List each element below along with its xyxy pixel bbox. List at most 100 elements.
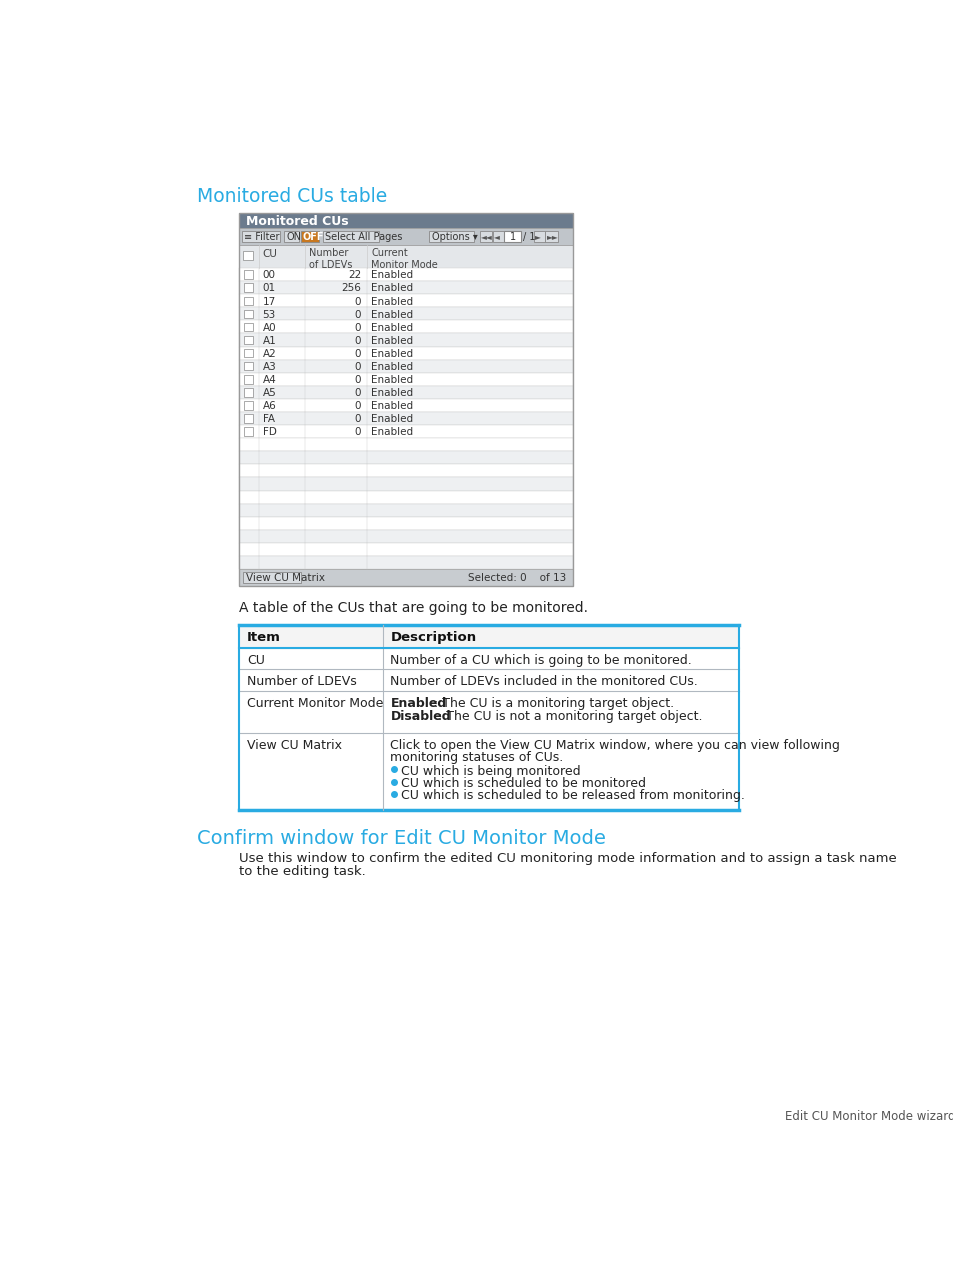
Text: Number of LDEVs: Number of LDEVs (247, 675, 356, 689)
Bar (534, 231, 544, 241)
Bar (244, 362, 253, 370)
Text: Enabled: Enabled (371, 402, 413, 412)
Text: 0: 0 (355, 348, 360, 358)
Text: Enabled: Enabled (390, 697, 446, 710)
Text: Enabled: Enabled (371, 323, 413, 333)
Text: 1: 1 (509, 231, 516, 241)
Bar (244, 271, 253, 278)
Text: OFF: OFF (303, 231, 324, 241)
Text: 0: 0 (355, 323, 360, 333)
Text: Edit CU Monitor Mode wizard    163: Edit CU Monitor Mode wizard 163 (784, 1110, 953, 1122)
Text: Select All Pages: Select All Pages (325, 231, 402, 241)
Bar (244, 427, 253, 436)
Bar (239, 228, 572, 245)
Text: Options ▾: Options ▾ (431, 231, 476, 241)
Bar (239, 425, 572, 438)
Bar (239, 624, 739, 648)
Bar (239, 503, 572, 517)
Bar (239, 281, 572, 294)
Text: 00: 00 (262, 271, 275, 281)
Bar (244, 336, 253, 344)
Text: Enabled: Enabled (371, 271, 413, 281)
Text: 0: 0 (355, 402, 360, 412)
Bar (545, 231, 558, 241)
Bar (239, 268, 572, 281)
Text: ►►: ►► (546, 231, 558, 240)
Text: 01: 01 (262, 283, 275, 294)
Text: 22: 22 (348, 271, 360, 281)
Bar (239, 320, 572, 333)
Bar (239, 372, 572, 386)
Text: Confirm window for Edit CU Monitor Mode: Confirm window for Edit CU Monitor Mode (196, 830, 605, 848)
Text: Monitored CUs table: Monitored CUs table (196, 187, 387, 206)
Bar (239, 386, 572, 399)
Text: Enabled: Enabled (371, 336, 413, 346)
Bar (239, 294, 572, 308)
Bar (242, 231, 279, 241)
Text: Enabled: Enabled (371, 362, 413, 372)
Text: 0: 0 (355, 388, 360, 398)
Bar (239, 555, 572, 569)
Bar (244, 323, 253, 332)
Text: / 1: / 1 (522, 231, 535, 241)
Text: A1: A1 (262, 336, 276, 346)
Text: 0: 0 (355, 362, 360, 372)
Text: Item: Item (247, 630, 281, 643)
Text: View CU Matrix: View CU Matrix (247, 740, 342, 752)
Bar (239, 333, 572, 347)
Text: 0: 0 (355, 310, 360, 319)
Bar (239, 690, 739, 733)
Text: 0: 0 (355, 427, 360, 437)
Text: A4: A4 (262, 375, 276, 385)
Text: A0: A0 (262, 323, 276, 333)
Text: CU which is scheduled to be monitored: CU which is scheduled to be monitored (401, 777, 646, 791)
Bar (239, 543, 572, 555)
Bar (239, 451, 572, 464)
Bar (244, 348, 253, 357)
Text: ◄◄: ◄◄ (480, 231, 493, 240)
Bar (244, 310, 253, 318)
Bar (323, 231, 378, 241)
Text: Number of a CU which is going to be monitored.: Number of a CU which is going to be moni… (390, 653, 692, 667)
Bar (244, 296, 253, 305)
Text: View CU Matrix: View CU Matrix (245, 573, 324, 583)
Text: CU which is being monitored: CU which is being monitored (401, 765, 580, 778)
Text: CU which is scheduled to be released from monitoring.: CU which is scheduled to be released fro… (401, 789, 744, 802)
Text: ◄: ◄ (494, 231, 499, 240)
Text: 53: 53 (262, 310, 275, 319)
Bar (239, 478, 572, 491)
Text: A table of the CUs that are going to be monitored.: A table of the CUs that are going to be … (239, 601, 588, 615)
Text: A3: A3 (262, 362, 276, 372)
Bar (504, 231, 521, 241)
Bar (244, 402, 253, 409)
Text: : The CU is a monitoring target object.: : The CU is a monitoring target object. (434, 697, 674, 710)
Text: Monitored CUs: Monitored CUs (245, 215, 348, 228)
Text: Click to open the View CU Matrix window, where you can view following: Click to open the View CU Matrix window,… (390, 740, 840, 752)
Text: to the editing task.: to the editing task. (239, 864, 366, 878)
Bar (239, 491, 572, 503)
Text: : The CU is not a monitoring target object.: : The CU is not a monitoring target obje… (437, 710, 701, 723)
Text: A5: A5 (262, 388, 276, 398)
Text: 256: 256 (341, 283, 360, 294)
Text: 0: 0 (355, 336, 360, 346)
Bar (239, 438, 572, 451)
Text: 17: 17 (262, 296, 275, 306)
Bar (244, 414, 253, 423)
Text: Enabled: Enabled (371, 414, 413, 425)
Bar (283, 231, 298, 241)
Bar (493, 231, 503, 241)
Bar (244, 388, 253, 397)
Text: FA: FA (262, 414, 274, 425)
Text: Current Monitor Mode: Current Monitor Mode (247, 697, 383, 710)
Bar (243, 572, 301, 583)
Bar (239, 517, 572, 530)
Bar (239, 308, 572, 320)
Text: FD: FD (262, 427, 276, 437)
Bar (239, 530, 572, 543)
Text: Current
Monitor Mode: Current Monitor Mode (371, 248, 437, 269)
Text: CU: CU (247, 653, 265, 667)
Text: Enabled: Enabled (371, 388, 413, 398)
Bar (244, 283, 253, 292)
Text: monitoring statuses of CUs.: monitoring statuses of CUs. (390, 751, 563, 764)
Bar (244, 375, 253, 384)
